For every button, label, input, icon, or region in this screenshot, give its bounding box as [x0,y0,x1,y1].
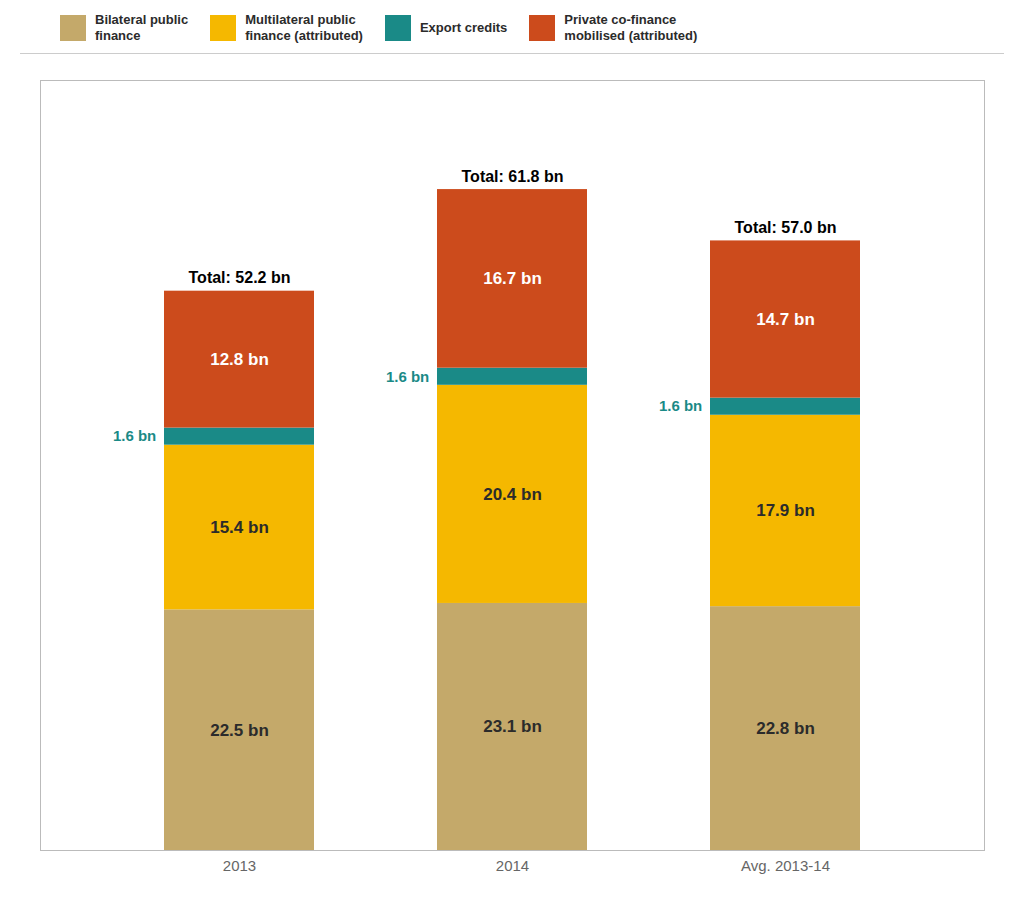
svg-text:Total: 57.0 bn: Total: 57.0 bn [735,219,837,236]
svg-text:16.7 bn: 16.7 bn [483,270,542,289]
svg-text:2013: 2013 [223,857,256,874]
svg-text:2014: 2014 [496,857,529,874]
svg-text:17.9 bn: 17.9 bn [756,502,815,521]
svg-text:15.4 bn: 15.4 bn [210,518,269,537]
svg-text:12.8 bn: 12.8 bn [210,350,269,369]
html-text:Export credits: Export credits [419,19,508,35]
html-text:Private co-finance mobilised (: Private co-finance mobilised (attributed… [564,12,698,43]
svg-text:Total: 52.2 bn: Total: 52.2 bn [189,269,291,286]
svg-text:22.5 bn: 22.5 bn [210,721,269,740]
html-text:Multilateral public finance (a: Multilateral public finance (attributed) [245,12,363,43]
svg-text:14.7 bn: 14.7 bn [756,310,815,329]
svg-text:1.6 bn: 1.6 bn [113,428,156,445]
svg-text:1.6 bn: 1.6 bn [659,398,702,415]
svg-text:23.1 bn: 23.1 bn [483,718,542,737]
svg-text:Total: 61.8 bn: Total: 61.8 bn [462,168,564,185]
svg-text:20.4 bn: 20.4 bn [483,485,542,504]
svg-text:1.6 bn: 1.6 bn [386,368,429,385]
svg-text:Avg. 2013-14: Avg. 2013-14 [741,857,830,874]
html-text:Bilateral public finance: Bilateral public finance [95,12,189,43]
svg-text:22.8 bn: 22.8 bn [756,719,815,738]
